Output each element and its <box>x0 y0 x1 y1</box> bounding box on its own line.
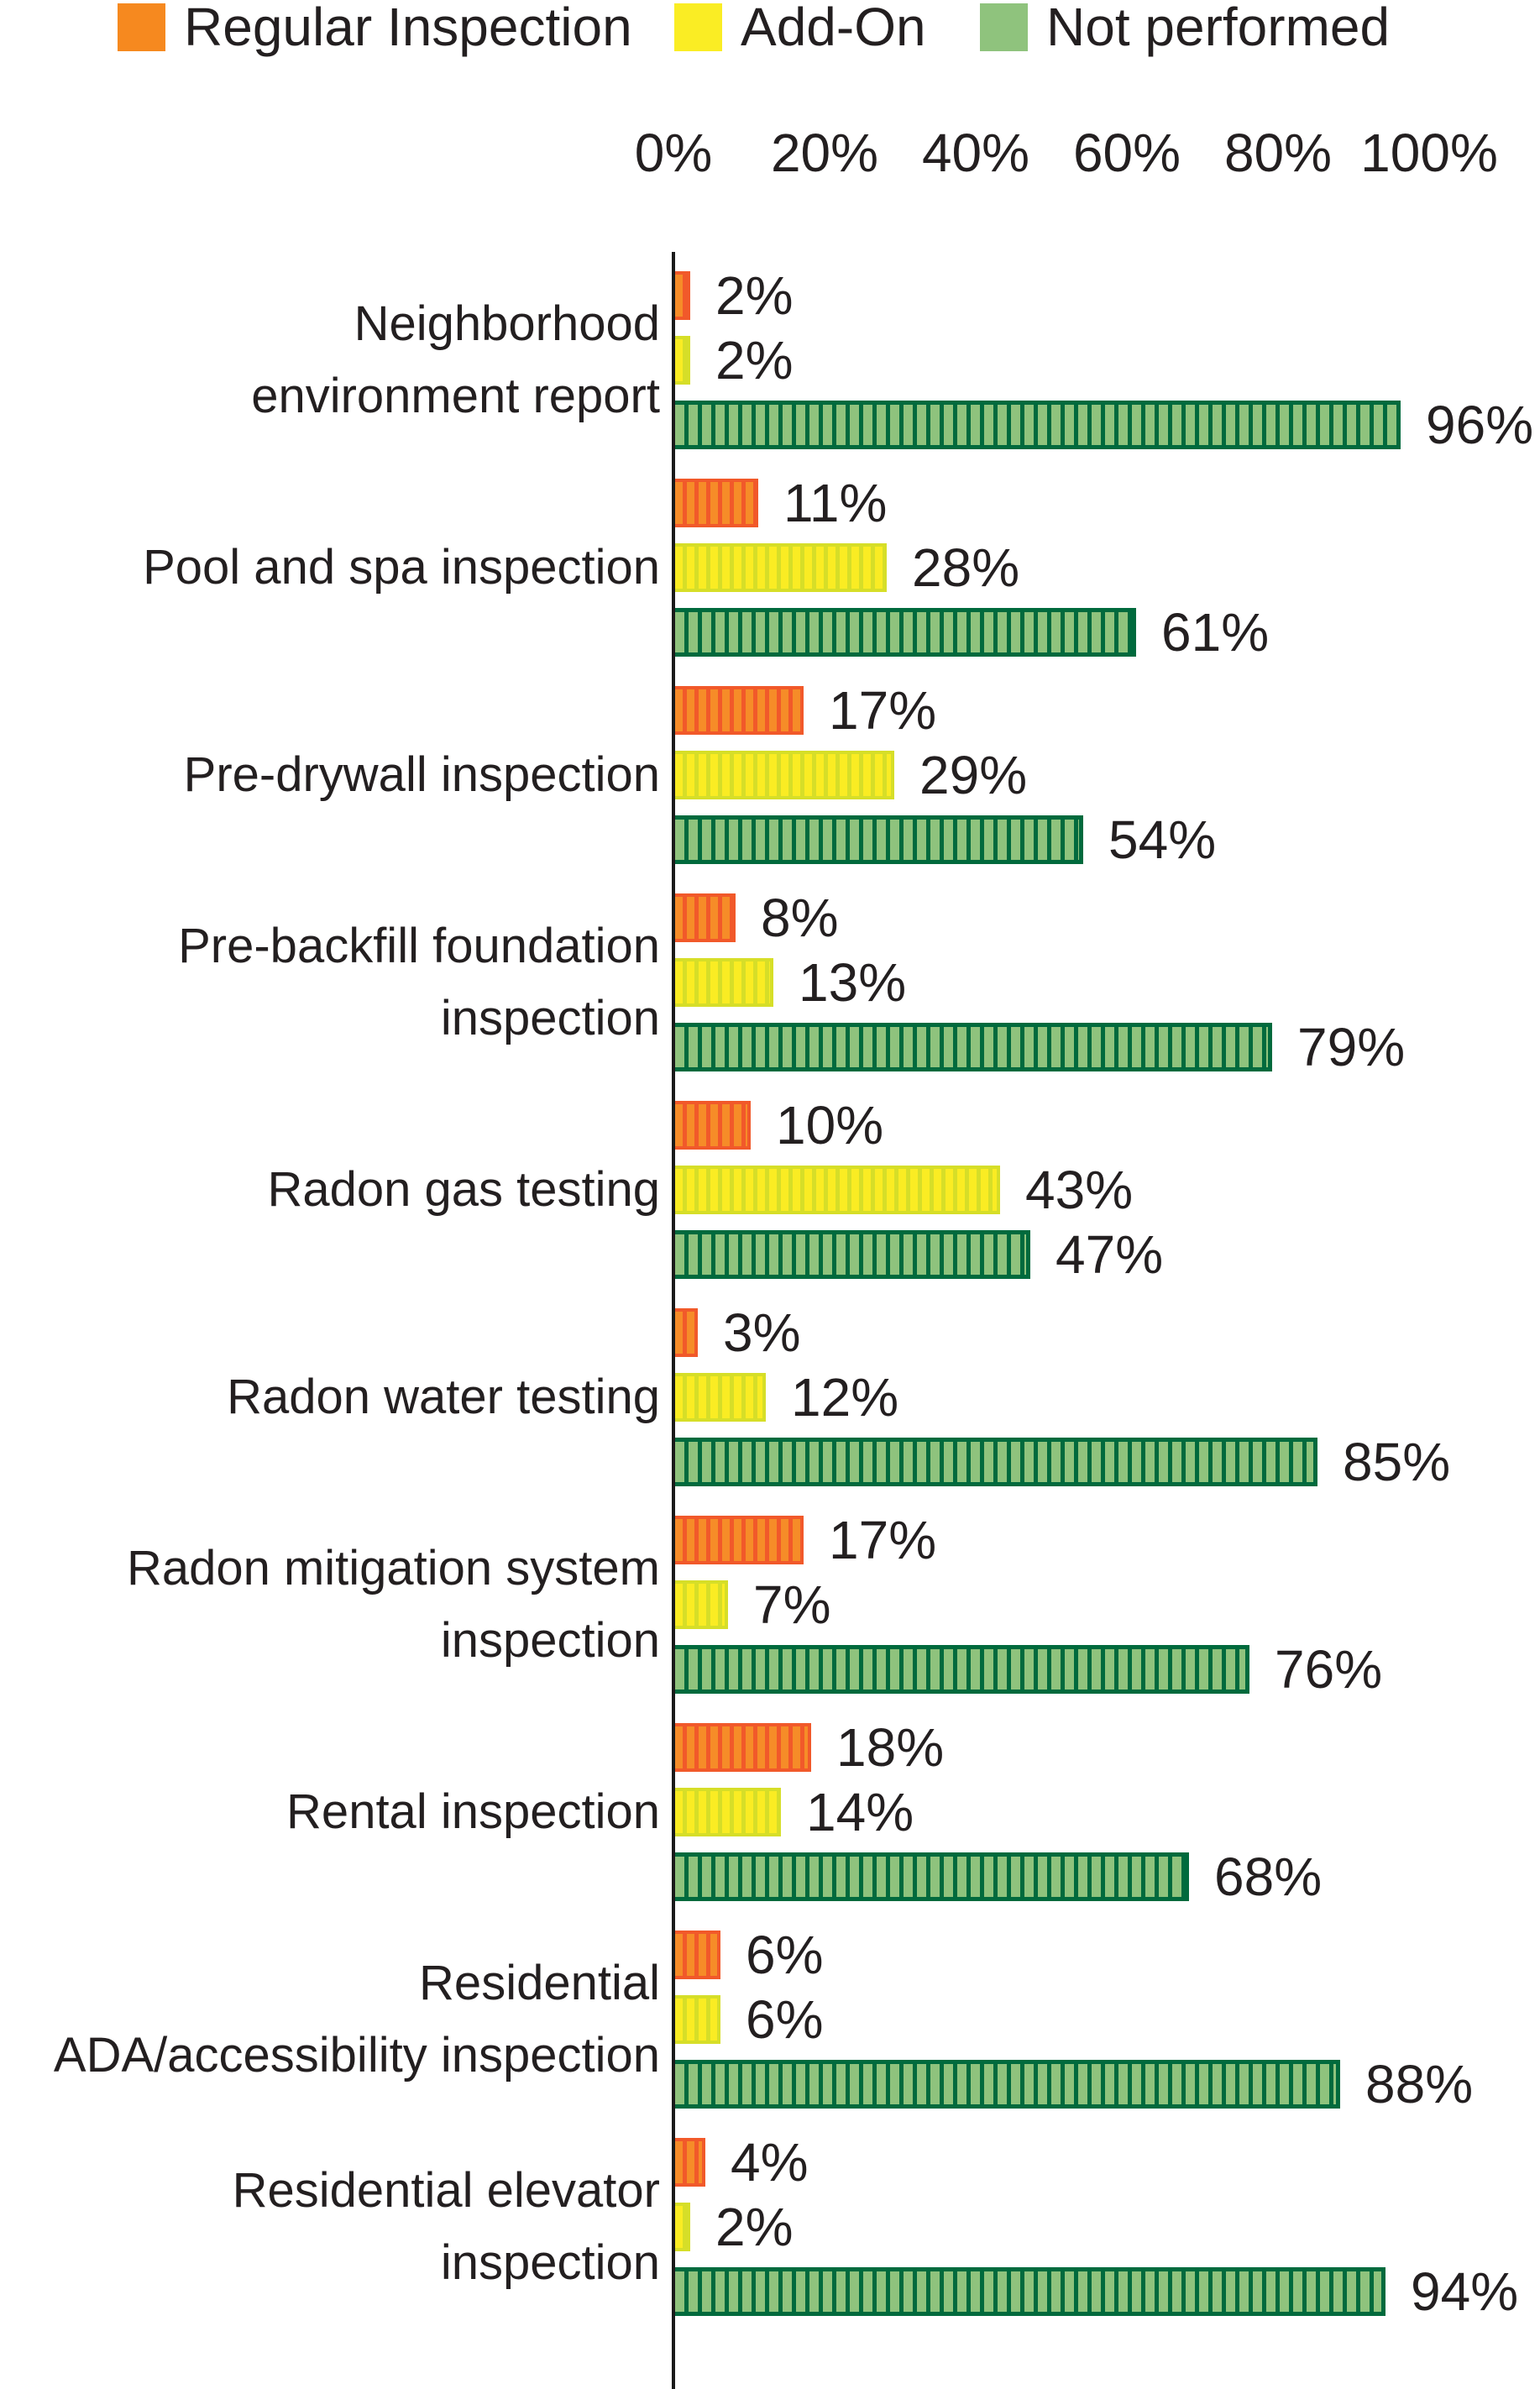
bar-value-regular-inspection-9: 4% <box>731 2132 809 2193</box>
bar-value-not-performed-5: 85% <box>1343 1432 1451 1492</box>
bar-value-add-on-4: 43% <box>1025 1160 1134 1220</box>
legend-item-not-performed: Not performed <box>980 0 1390 54</box>
bar-value-regular-inspection-3: 8% <box>761 888 839 948</box>
bar-value-add-on-2: 29% <box>919 745 1028 805</box>
category-label-1: Pool and spa inspection <box>143 540 660 595</box>
bar-regular-inspection-1 <box>675 479 758 527</box>
bar-value-not-performed-1: 61% <box>1161 602 1270 663</box>
bar-value-not-performed-0: 96% <box>1426 395 1534 455</box>
bar-value-add-on-7: 14% <box>806 1782 914 1842</box>
bar-value-regular-inspection-4: 10% <box>776 1095 884 1155</box>
bar-value-not-performed-4: 47% <box>1055 1224 1164 1285</box>
bar-value-regular-inspection-2: 17% <box>829 680 937 741</box>
legend-label-regular-inspection: Regular Inspection <box>184 0 632 57</box>
x-tick-20: 20% <box>770 123 879 183</box>
bar-regular-inspection-5 <box>675 1308 698 1357</box>
bar-not-performed-7 <box>675 1852 1189 1901</box>
bar-not-performed-1 <box>675 608 1136 657</box>
legend-label-not-performed: Not performed <box>1046 0 1391 57</box>
add-on-swatch <box>674 3 722 51</box>
bar-value-not-performed-9: 94% <box>1411 2261 1519 2322</box>
bar-value-regular-inspection-0: 2% <box>715 265 794 326</box>
legend-label-add-on: Add-On <box>741 0 926 57</box>
category-label-8: Residential ADA/accessibility inspection <box>53 1956 660 2083</box>
bar-value-add-on-0: 2% <box>715 330 794 390</box>
category-label-4: Radon gas testing <box>267 1162 660 1217</box>
bar-not-performed-3 <box>675 1023 1272 1071</box>
bar-regular-inspection-7 <box>675 1723 811 1772</box>
bar-regular-inspection-9 <box>675 2138 705 2187</box>
bar-value-regular-inspection-7: 18% <box>836 1717 945 1778</box>
bar-value-add-on-8: 6% <box>746 1989 824 2050</box>
bar-value-regular-inspection-6: 17% <box>829 1510 937 1570</box>
bar-not-performed-9 <box>675 2267 1385 2316</box>
x-tick-0: 0% <box>634 123 713 183</box>
category-label-5: Radon water testing <box>227 1370 660 1424</box>
bar-regular-inspection-0 <box>675 271 690 320</box>
bar-not-performed-0 <box>675 401 1401 449</box>
bar-regular-inspection-3 <box>675 893 736 942</box>
bar-not-performed-5 <box>675 1438 1317 1486</box>
bar-add-on-6 <box>675 1580 728 1629</box>
bar-add-on-9 <box>675 2203 690 2251</box>
x-tick-100: 100% <box>1360 123 1498 183</box>
bar-value-add-on-5: 12% <box>791 1367 899 1428</box>
bar-value-add-on-9: 2% <box>715 2197 794 2257</box>
bar-value-not-performed-3: 79% <box>1297 1017 1406 1077</box>
bar-add-on-2 <box>675 751 894 799</box>
x-tick-60: 60% <box>1072 123 1181 183</box>
bar-value-not-performed-7: 68% <box>1214 1847 1323 1907</box>
category-label-6: Radon mitigation system inspection <box>126 1541 660 1668</box>
legend-item-regular-inspection: Regular Inspection <box>118 0 632 54</box>
bar-value-regular-inspection-5: 3% <box>723 1302 801 1363</box>
x-tick-80: 80% <box>1223 123 1333 183</box>
bar-add-on-3 <box>675 958 773 1007</box>
category-label-0: Neighborhood environment report <box>251 296 660 423</box>
bar-value-add-on-1: 28% <box>912 537 1020 598</box>
bar-value-add-on-3: 13% <box>799 952 907 1013</box>
category-label-3: Pre-backfill foundation inspection <box>178 919 660 1045</box>
not-performed-swatch <box>980 3 1028 51</box>
bar-not-performed-8 <box>675 2060 1340 2109</box>
bar-add-on-4 <box>675 1166 1000 1214</box>
bar-value-not-performed-2: 54% <box>1108 809 1217 870</box>
bar-add-on-1 <box>675 543 887 592</box>
bar-regular-inspection-8 <box>675 1931 720 1979</box>
bar-regular-inspection-6 <box>675 1516 804 1564</box>
bar-value-regular-inspection-8: 6% <box>746 1925 824 1985</box>
bar-add-on-5 <box>675 1373 766 1422</box>
bar-not-performed-2 <box>675 815 1083 864</box>
category-label-2: Pre-drywall inspection <box>183 747 660 802</box>
bar-add-on-7 <box>675 1788 781 1836</box>
bar-value-not-performed-6: 76% <box>1275 1639 1383 1700</box>
bar-value-not-performed-8: 88% <box>1365 2054 1474 2114</box>
legend-item-add-on: Add-On <box>674 0 926 54</box>
bar-add-on-0 <box>675 336 690 385</box>
y-axis-line <box>672 252 675 2389</box>
bar-regular-inspection-2 <box>675 686 804 735</box>
category-label-9: Residential elevator inspection <box>232 2163 660 2290</box>
bar-value-regular-inspection-1: 11% <box>783 473 888 533</box>
category-label-7: Rental inspection <box>286 1784 660 1839</box>
bar-not-performed-6 <box>675 1645 1249 1694</box>
bar-not-performed-4 <box>675 1230 1030 1279</box>
regular-inspection-swatch <box>118 3 165 51</box>
bar-add-on-8 <box>675 1995 720 2044</box>
x-tick-40: 40% <box>921 123 1030 183</box>
bar-regular-inspection-4 <box>675 1101 751 1150</box>
bar-value-add-on-6: 7% <box>753 1574 831 1635</box>
